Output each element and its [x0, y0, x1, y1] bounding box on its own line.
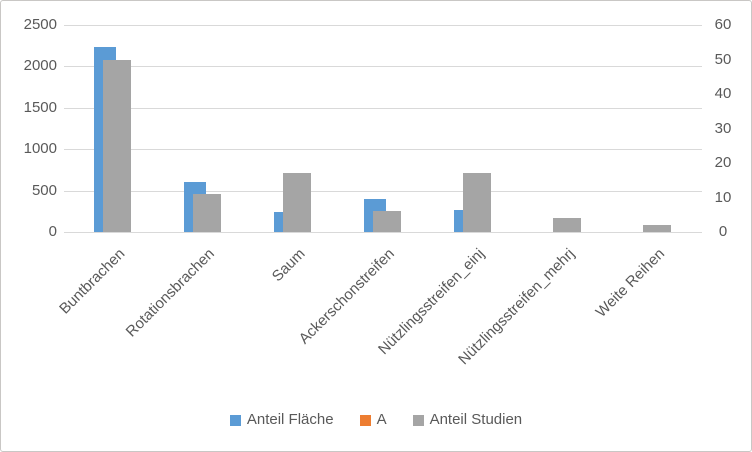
- y-axis-left-tick-label: 1500: [23, 98, 57, 116]
- gridline: [64, 190, 702, 192]
- bar-anteil-studien: [462, 173, 491, 232]
- gridline: [64, 107, 702, 109]
- bar-anteil-studien: [372, 211, 401, 232]
- gridline: [64, 149, 702, 151]
- legend-label: A: [376, 411, 387, 428]
- legend-item: Anteil Studien: [412, 411, 523, 428]
- gridline: [64, 25, 702, 26]
- bar-anteil-studien: [642, 225, 671, 232]
- bar-anteil-studien: [552, 218, 581, 232]
- bar-anteil-studien: [282, 173, 311, 232]
- legend-swatch-icon: [359, 414, 371, 426]
- x-axis-category-label: Saum: [268, 245, 309, 286]
- legend-label: Anteil Fläche: [246, 411, 334, 428]
- y-axis-right-tick-label: 30: [714, 119, 732, 137]
- x-axis-category-label: Ackerschonstreifen: [295, 245, 399, 348]
- y-axis-right-tick-label: 40: [714, 85, 732, 102]
- gridline: [64, 66, 702, 68]
- y-axis-left-tick-label: 0: [48, 223, 57, 240]
- legend-item: Anteil Fläche: [229, 411, 334, 428]
- y-axis-left-tick-label: 500: [31, 181, 57, 199]
- legend: Anteil Fläche A Anteil Studien: [1, 412, 751, 428]
- x-axis-category-label: Buntbrachen: [55, 245, 129, 318]
- y-axis-right-tick-label: 20: [714, 154, 732, 171]
- x-axis-category-label: Weite Reihen: [592, 245, 669, 321]
- y-axis-right-tick-label: 60: [714, 16, 732, 33]
- bar-anteil-studien: [192, 194, 221, 232]
- x-axis-category-label: Rotationsbrachen: [122, 245, 219, 341]
- y-axis-left-tick-label: 1000: [23, 140, 57, 158]
- y-axis-right-tick-label: 0: [718, 223, 728, 240]
- y-axis-right-tick-label: 10: [714, 188, 732, 206]
- y-axis-left-tick-label: 2500: [23, 16, 57, 33]
- legend-swatch-icon: [412, 414, 424, 426]
- bar-anteil-studien: [102, 59, 131, 232]
- legend-label: Anteil Studien: [429, 411, 523, 428]
- y-axis-left-tick-label: 2000: [23, 57, 57, 75]
- x-axis-line: [64, 232, 702, 233]
- legend-item: A: [359, 411, 387, 428]
- y-axis-right-tick-label: 50: [714, 50, 732, 68]
- legend-swatch-icon: [229, 414, 241, 426]
